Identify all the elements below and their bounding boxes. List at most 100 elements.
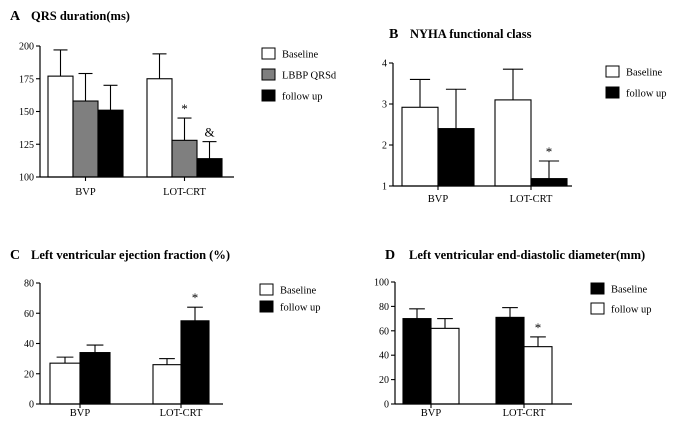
y-tick-label: 40	[379, 351, 389, 362]
significance-marker: *	[546, 144, 553, 159]
chart-panel-b: B NYHA functional class * 1 2 3 4 BVP LOT-CRT Bas…	[382, 27, 667, 205]
y-tick-label: 60	[24, 309, 34, 320]
y-tick-label: 0	[384, 400, 389, 411]
bar	[530, 178, 568, 187]
error-bar	[53, 49, 68, 77]
error-bar	[86, 344, 104, 353]
significance-marker: *	[181, 101, 188, 116]
legend-swatch	[261, 68, 276, 81]
panel-letter: A	[10, 9, 21, 24]
chart-title: Left ventricular end-diastolic diameter(…	[409, 248, 645, 262]
legend-label: Baseline	[626, 68, 662, 79]
bar	[495, 316, 525, 405]
legend: Baseline LBBP QRSd follow up	[261, 47, 337, 103]
legend-label: Baseline	[282, 50, 318, 61]
x-tick-label: BVP	[421, 408, 442, 419]
chart-title: Left ventricular ejection fraction (%)	[31, 248, 230, 262]
legend-item: follow up	[259, 300, 321, 314]
y-tick-label: 2	[382, 141, 387, 152]
y-tick-label: 175	[19, 74, 34, 85]
chart-panel-d: D Left ventricular end-diastolic diameter…	[374, 248, 652, 419]
chart-panel-c: C Left ventricular ejection fraction (%) *…	[10, 248, 321, 419]
error-bar	[152, 53, 167, 79]
y-tick-label: 100	[374, 278, 389, 289]
x-tick-label: LOT-CRT	[510, 194, 553, 205]
legend-label: follow up	[280, 303, 321, 314]
panel-letter: C	[10, 248, 20, 263]
bar	[437, 128, 475, 187]
y-tick-label: 40	[24, 339, 34, 350]
x-tick-label: LOT-CRT	[163, 187, 206, 198]
y-tick-label: 20	[24, 369, 34, 380]
legend-item: Baseline	[259, 283, 316, 297]
legend-item: Baseline	[590, 282, 647, 296]
legend-label: LBBP QRSd	[282, 71, 337, 82]
legend-item: Baseline	[605, 65, 662, 79]
significance-marker: &	[204, 125, 214, 140]
legend-item: Baseline	[261, 47, 318, 61]
bar	[523, 346, 553, 405]
legend-swatch	[605, 86, 620, 99]
legend-label: Baseline	[611, 285, 647, 296]
error-bar	[538, 160, 560, 179]
bar	[180, 320, 210, 405]
error-bar	[437, 318, 453, 329]
panel-letter: B	[389, 27, 398, 42]
y-tick-label: 60	[379, 326, 389, 337]
legend-swatch	[259, 283, 274, 296]
legend-swatch	[259, 300, 274, 313]
error-bar	[187, 306, 203, 321]
y-tick-label: 100	[19, 173, 34, 184]
y-tick-label: 0	[29, 400, 34, 411]
error-bar	[159, 358, 175, 365]
bar	[171, 139, 198, 178]
x-tick-label: BVP	[70, 408, 91, 419]
x-tick-label: BVP	[428, 194, 449, 205]
error-bar	[103, 84, 118, 111]
legend-swatch	[590, 282, 605, 295]
bar	[79, 352, 111, 405]
legend: Baseline follow up	[259, 283, 321, 314]
error-bar	[56, 356, 74, 364]
legend-swatch	[261, 47, 276, 60]
legend-swatch	[605, 65, 620, 78]
legend-label: Baseline	[280, 286, 316, 297]
bar	[402, 318, 432, 405]
legend-item: follow up	[605, 86, 667, 100]
legend: Baseline follow up	[605, 65, 667, 100]
error-bar	[202, 141, 217, 159]
legend-label: follow up	[282, 92, 323, 103]
chart-title: NYHA functional class	[410, 27, 532, 41]
legend-swatch	[590, 302, 605, 315]
bar	[97, 109, 124, 178]
x-tick-label: BVP	[75, 187, 96, 198]
y-tick-label: 20	[379, 375, 389, 386]
chart-title: QRS duration(ms)	[31, 9, 130, 23]
y-tick-label: 4	[382, 59, 387, 70]
bar	[196, 158, 223, 178]
error-bar	[530, 336, 546, 347]
bar	[401, 106, 439, 187]
y-tick-label: 150	[19, 107, 34, 118]
legend-label: follow up	[611, 305, 652, 316]
legend-item: follow up	[590, 302, 652, 316]
bar	[49, 362, 81, 405]
error-bar	[409, 308, 425, 319]
legend: Baseline follow up	[590, 282, 652, 316]
error-bar	[445, 88, 467, 129]
bar	[430, 327, 460, 405]
significance-marker: *	[192, 290, 199, 305]
error-bar	[409, 78, 431, 108]
y-tick-label: 1	[382, 182, 387, 193]
legend-item: follow up	[261, 89, 323, 103]
error-bar	[502, 68, 524, 100]
y-tick-label: 200	[19, 42, 34, 53]
x-tick-label: LOT-CRT	[160, 408, 203, 419]
error-bar	[78, 72, 93, 102]
error-bar	[502, 307, 518, 318]
y-tick-label: 125	[19, 140, 34, 151]
chart-panel-a: A QRS duration(ms) * & 100 125 150 175 200 BVP LOT…	[10, 9, 337, 198]
bar	[47, 75, 74, 178]
significance-marker: *	[535, 320, 542, 335]
legend-swatch	[261, 89, 276, 102]
